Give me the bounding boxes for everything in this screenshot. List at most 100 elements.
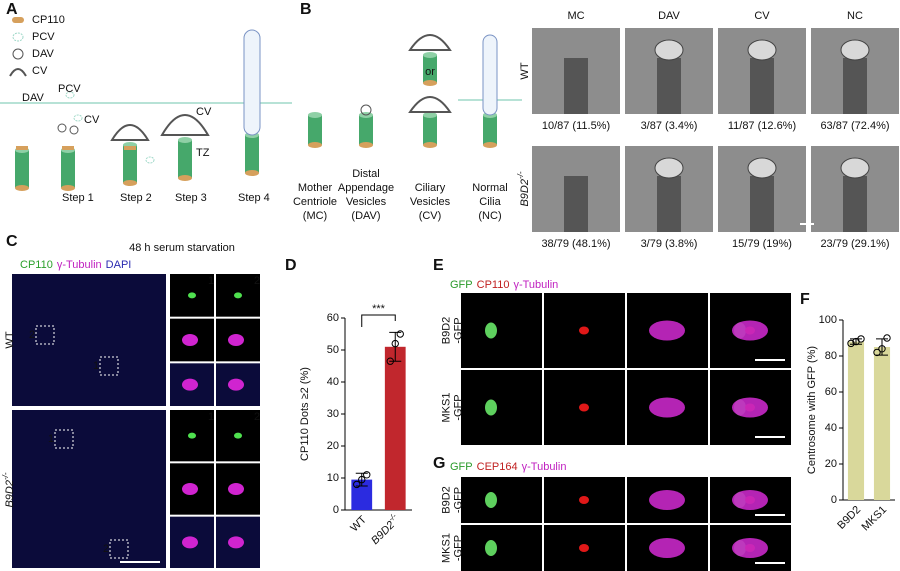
pcv xyxy=(145,156,155,164)
bar xyxy=(873,347,891,500)
y-tick-label: 30 xyxy=(327,408,339,420)
tubulin-dot xyxy=(649,490,685,510)
micrograph-detail xyxy=(750,58,774,114)
red-dot xyxy=(579,496,589,504)
micrograph-detail xyxy=(843,58,867,114)
x-tick-label: MKS1 xyxy=(859,504,889,534)
y-tick-label: 60 xyxy=(825,386,837,398)
row-label: B9D2-/- xyxy=(516,171,531,206)
tubulin-dot xyxy=(649,397,685,418)
ciliary-vesicle xyxy=(408,34,452,51)
legend-icon xyxy=(12,48,24,60)
stain-name: GFP xyxy=(450,279,473,291)
pcv xyxy=(65,91,75,99)
data-point xyxy=(396,330,404,338)
error-bar xyxy=(355,472,368,487)
centriole-top xyxy=(423,52,437,58)
data-point xyxy=(847,339,855,348)
y-tick-label: 40 xyxy=(327,376,339,388)
category-name: MKS1 xyxy=(859,504,889,534)
stain-legend: GFP CEP164 γ-Tubulin xyxy=(450,461,566,473)
inset-number: 1 xyxy=(93,360,99,372)
stage-label: Cilia xyxy=(479,196,501,208)
row-label: B9D2-/- xyxy=(1,472,16,507)
stain-name: DAPI xyxy=(106,259,132,271)
row-label-line: -GFP xyxy=(453,487,465,513)
inset-number: 1 xyxy=(48,433,54,445)
centriole-end xyxy=(61,185,75,191)
y-tick-label: 0 xyxy=(333,504,339,516)
row-label-line: MKS1 xyxy=(440,393,452,423)
y-tick-label: 10 xyxy=(327,472,339,484)
stain-name: γ-Tubulin xyxy=(522,461,567,473)
stage-label: (DAV) xyxy=(351,210,380,222)
stage-label: Centriole xyxy=(293,196,337,208)
centriole xyxy=(123,145,137,183)
panel-label: A xyxy=(6,1,18,18)
stain-legend: GFP CP110 γ-Tubulin xyxy=(450,279,558,291)
stage-label: (CV) xyxy=(419,210,442,222)
diagram-label: DAV xyxy=(22,92,44,104)
panel-label: E xyxy=(433,257,444,274)
row-label-line: -GFP xyxy=(453,535,465,561)
row-label-line: MKS1 xyxy=(440,533,452,563)
legend-icon xyxy=(9,68,27,77)
count-label: 23/79 (29.1%) xyxy=(820,238,889,250)
ciliary-vesicle xyxy=(408,96,452,113)
x-tick-label: B9D2 xyxy=(835,504,863,532)
centriole-end xyxy=(423,80,437,86)
centriole-end xyxy=(245,170,259,176)
data-point xyxy=(873,348,881,357)
centriole xyxy=(423,55,437,83)
category-name: WT xyxy=(348,513,369,534)
micrograph-detail xyxy=(564,176,588,232)
inset-box xyxy=(54,429,74,449)
panel-title: 48 h serum starvation xyxy=(129,242,235,254)
centriole xyxy=(483,115,497,145)
tubulin-dot xyxy=(228,483,244,495)
stage-label: Distal xyxy=(352,168,380,180)
centriole-end xyxy=(178,175,192,181)
micrograph-vesicle xyxy=(747,157,777,179)
inset-number: 2 xyxy=(254,411,260,423)
row-label-line: -GFP xyxy=(453,317,465,343)
category-name: B9D2 xyxy=(369,519,397,547)
centriole-top xyxy=(423,112,437,118)
gfp-dot xyxy=(485,322,497,339)
centriole-top xyxy=(178,137,192,143)
count-label: 3/87 (3.4%) xyxy=(641,120,698,132)
count-label: 10/87 (11.5%) xyxy=(542,120,610,132)
stain-name: GFP xyxy=(450,461,473,473)
tubulin-dot xyxy=(228,378,244,391)
gene-superscript: -/- xyxy=(516,171,525,179)
micrograph-vesicle xyxy=(654,39,684,61)
ciliary-vesicle xyxy=(160,114,210,136)
stage-label: Normal xyxy=(472,182,507,194)
bar xyxy=(847,341,865,500)
tubulin-dot xyxy=(732,320,768,341)
centriole xyxy=(423,115,437,145)
red-dot xyxy=(579,326,589,335)
red-dot xyxy=(579,544,589,552)
stain-name: γ-Tubulin xyxy=(57,259,102,271)
tubulin-dot xyxy=(732,397,768,418)
stain-name: CEP164 xyxy=(477,461,518,473)
tubulin-dot xyxy=(649,538,685,558)
y-tick-label: 20 xyxy=(327,440,339,452)
inset-number: 2 xyxy=(103,543,109,555)
fluorescence-image xyxy=(12,274,166,406)
micrograph-detail xyxy=(564,58,588,114)
significance-label: *** xyxy=(372,303,386,315)
inset-number: 1 xyxy=(208,411,214,423)
stage-label: Mother xyxy=(298,182,333,194)
micrograph-vesicle xyxy=(840,39,870,61)
centriole xyxy=(308,115,322,145)
data-point xyxy=(353,480,361,489)
step-label: Step 3 xyxy=(175,192,207,204)
legend-label: DAV xyxy=(32,48,54,60)
cilium xyxy=(243,29,261,136)
count-label: 15/79 (19%) xyxy=(732,238,792,250)
diagram-label: CV xyxy=(84,114,100,126)
step-label: Step 4 xyxy=(238,192,270,204)
red-dot xyxy=(579,403,589,412)
